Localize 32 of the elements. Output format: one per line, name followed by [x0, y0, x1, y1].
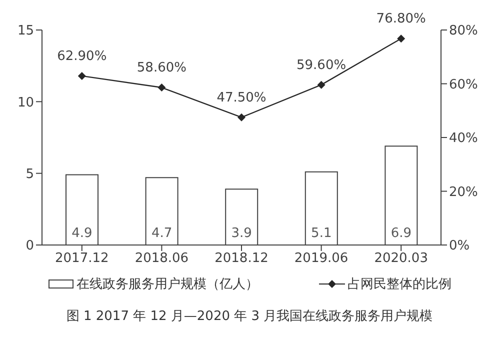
y-tick-label: 5	[26, 166, 34, 182]
y2-tick-label: 0%	[449, 238, 470, 254]
point	[78, 72, 86, 80]
point	[158, 84, 166, 92]
x-tick-label: 2018.06	[134, 251, 189, 266]
y2-tick-label: 60%	[449, 77, 478, 92]
legend-label: 在线政务服务用户规模（亿人）	[76, 276, 258, 293]
x-tick-label: 2017.12	[55, 251, 109, 266]
y2-tick-label: 20%	[449, 184, 478, 200]
legend-label: 占网民整体的比例	[348, 276, 452, 293]
data-label: 6.9	[390, 226, 412, 241]
y-tick-label: 10	[17, 95, 34, 110]
data-label: 58.60%	[136, 60, 186, 76]
data-label: 76.80%	[376, 12, 426, 27]
data-label: 3.9	[231, 226, 252, 241]
y-tick-label: 0	[26, 238, 34, 254]
point	[317, 80, 326, 89]
x-tick-label: 2020.03	[374, 251, 428, 266]
y-tick-label: 15	[17, 24, 34, 39]
point	[397, 34, 406, 43]
x-tick-label: 2019.06	[294, 251, 348, 266]
x-tick-label: 2018.12	[214, 251, 268, 266]
point	[238, 113, 246, 122]
data-label: 4.7	[151, 226, 172, 241]
data-label: 47.50%	[216, 90, 266, 106]
data-label: 59.60%	[296, 58, 346, 73]
data-label: 62.90%	[57, 48, 107, 64]
y2-tick-label: 40%	[449, 131, 478, 146]
data-label: 5.1	[311, 226, 332, 241]
data-label: 4.9	[72, 226, 92, 241]
y2-tick-label: 80%	[449, 24, 478, 39]
caption: 图 1 2017 年 12 月—2020 年 3 月我国在线政务服务用户规模	[65, 308, 434, 325]
